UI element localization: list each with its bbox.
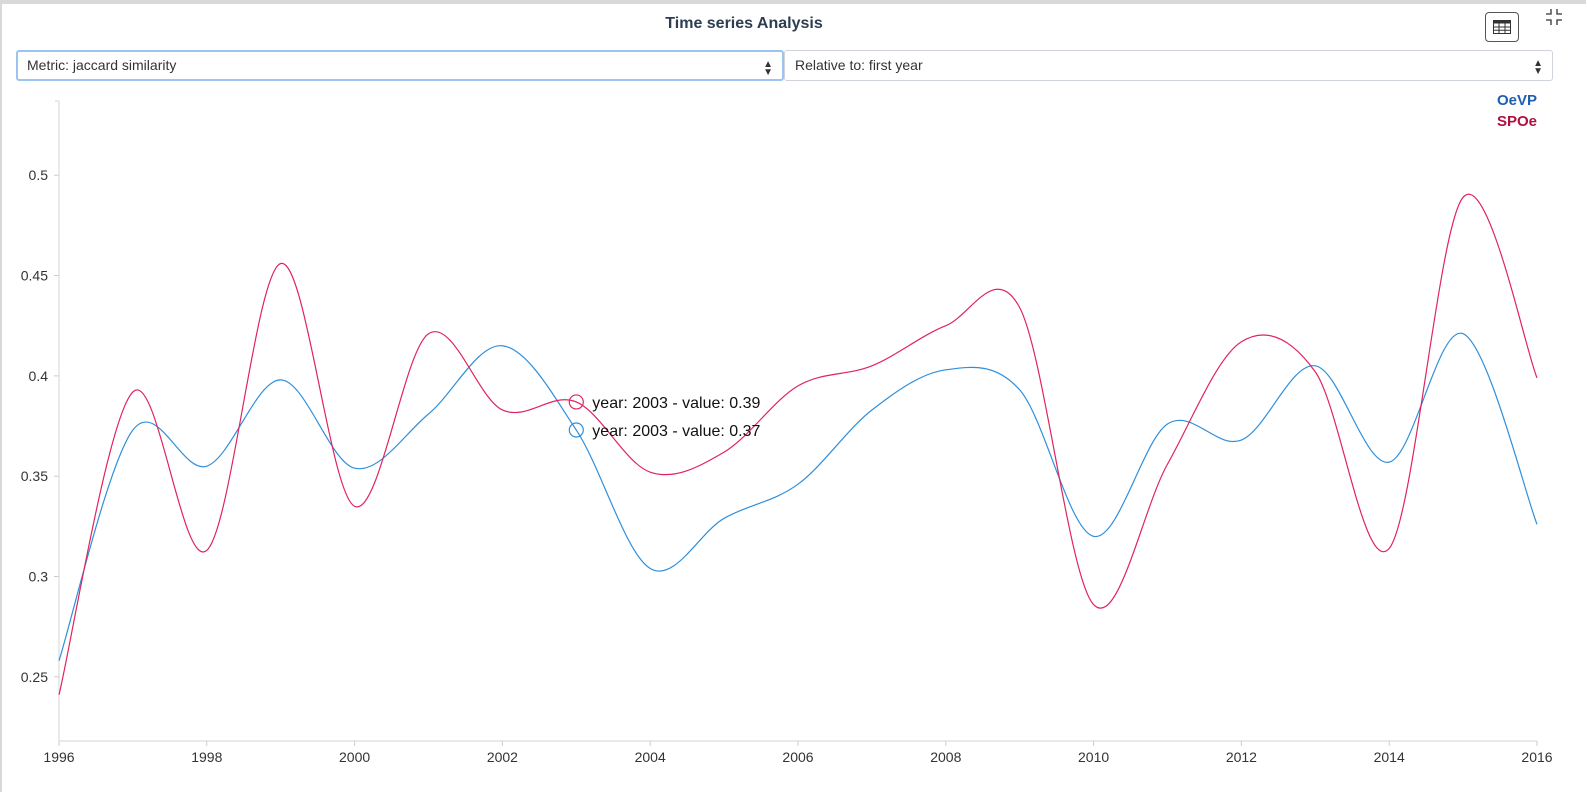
x-tick-label: 2000 (339, 749, 370, 765)
collapse-icon[interactable] (1545, 8, 1563, 26)
x-tick-label: 2002 (487, 749, 518, 765)
x-tick-label: 2006 (782, 749, 813, 765)
tooltip-label-oevp: year: 2003 - value: 0.37 (592, 423, 760, 440)
x-tick-label: 2010 (1078, 749, 1109, 765)
x-tick-label: 1998 (191, 749, 222, 765)
series-line-spoe (58, 193, 1538, 695)
tooltip-label-spoe: year: 2003 - value: 0.39 (592, 395, 760, 412)
x-tick-label: 2008 (930, 749, 961, 765)
table-view-button[interactable] (1485, 12, 1519, 42)
y-tick-label: 0.35 (21, 468, 48, 484)
x-tick-label: 2012 (1226, 749, 1257, 765)
y-tick-label: 0.3 (29, 568, 49, 584)
relative-select[interactable]: Relative to: first year ▲ ▼ (784, 50, 1553, 81)
metric-select-label: Metric: jaccard similarity (27, 57, 177, 73)
metric-select[interactable]: Metric: jaccard similarity ▲ ▼ (16, 50, 784, 81)
page-title: Time series Analysis (665, 15, 823, 32)
x-tick-label: 2004 (635, 749, 666, 765)
table-icon (1493, 20, 1511, 34)
relative-select-label: Relative to: first year (795, 57, 923, 73)
y-tick-label: 0.25 (21, 669, 48, 685)
x-tick-label: 2016 (1521, 749, 1552, 765)
legend-oevp: OeVP (1496, 92, 1537, 109)
x-tick-label: 2014 (1374, 749, 1405, 765)
series-lines (58, 193, 1538, 695)
y-tick-label: 0.4 (29, 368, 49, 384)
y-tick-label: 0.5 (29, 167, 49, 183)
y-tick-label: 0.45 (21, 268, 48, 284)
axes: 0.25 0.3 0.35 0.4 0.45 0.5 1996 1998 2000 2002 200… (21, 100, 1553, 765)
tooltip-marker-spoe (568, 394, 584, 410)
tooltip-marker-oevp (568, 422, 584, 438)
hover-tooltip: year: 2003 - value: 0.39 year: 2003 - val… (568, 394, 761, 440)
legend-spoe: SPOe (1496, 113, 1537, 130)
series-line-oevp (58, 333, 1538, 661)
x-tick-label: 1996 (43, 749, 74, 765)
